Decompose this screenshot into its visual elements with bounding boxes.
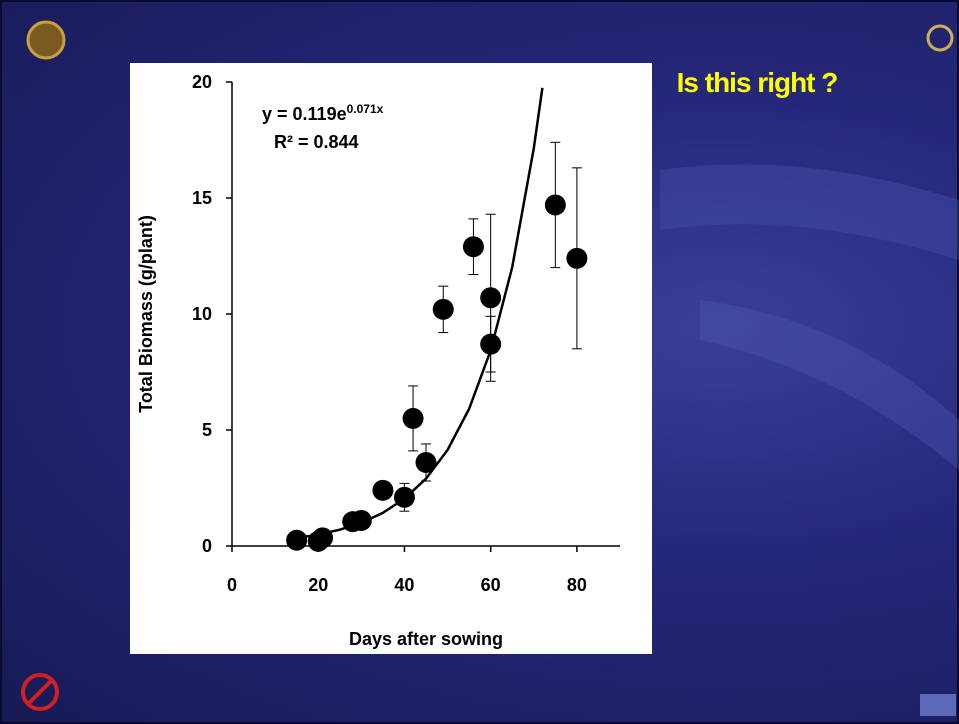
background-light: [660, 164, 959, 260]
y-axis-label: Total Biomass (g/plant): [136, 215, 156, 413]
y-tick-label: 10: [192, 304, 212, 324]
data-point: [372, 479, 394, 501]
equation: y = 0.119e0.071x: [262, 102, 384, 124]
x-axis-label: Days after sowing: [349, 629, 503, 649]
y-tick-label: 20: [192, 72, 212, 92]
x-tick-label: 80: [567, 575, 587, 595]
chart-panel: [130, 63, 652, 654]
slide-heading: Is this right ?: [677, 67, 838, 98]
data-point: [566, 247, 588, 269]
data-point: [432, 298, 454, 320]
background-light: [700, 300, 959, 470]
logo-icon: [21, 673, 59, 711]
logo-icon: [926, 24, 954, 52]
data-point: [480, 333, 502, 355]
x-tick-label: 60: [481, 575, 501, 595]
y-tick-label: 5: [202, 420, 212, 440]
logo-icon: [26, 678, 54, 706]
data-point: [286, 529, 308, 551]
equation-base: y = 0.119e: [262, 104, 347, 124]
data-point: [480, 287, 502, 309]
x-tick-label: 0: [227, 575, 237, 595]
x-tick-label: 20: [308, 575, 328, 595]
data-point: [402, 407, 424, 429]
r-squared: R² = 0.844: [274, 132, 359, 152]
fit-curve: [296, 87, 544, 540]
y-tick-label: 15: [192, 188, 212, 208]
logo-icon: [26, 20, 66, 60]
data-point: [415, 451, 437, 473]
equation-exponent: 0.071x: [347, 102, 384, 116]
data-point: [312, 527, 334, 549]
data-point: [462, 236, 484, 258]
logo-icon: [920, 694, 956, 716]
x-tick-label: 40: [394, 575, 414, 595]
y-tick-label: 0: [202, 536, 212, 556]
data-point: [544, 194, 566, 216]
